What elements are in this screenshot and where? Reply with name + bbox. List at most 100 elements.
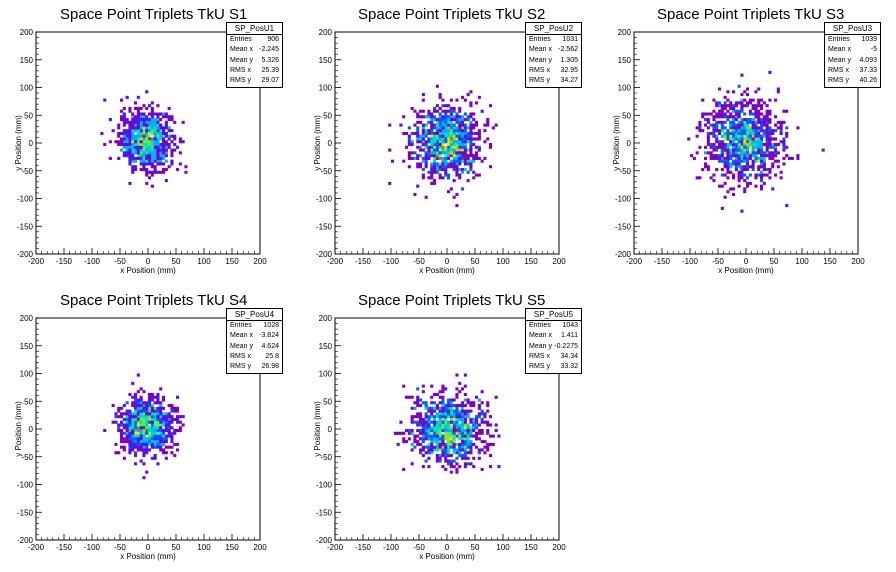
histogram-bin: [751, 98, 755, 102]
histogram-bin: [444, 423, 448, 427]
histogram-bin: [455, 409, 459, 413]
histogram-bin: [433, 126, 437, 130]
histogram-bin: [438, 395, 442, 399]
histogram-bin: [438, 409, 442, 413]
histogram-bin: [737, 120, 741, 124]
histogram-bin: [444, 431, 448, 435]
x-tick-label: -100: [682, 257, 699, 266]
histogram-bin: [150, 398, 154, 402]
histogram-bin: [388, 148, 392, 152]
histogram-bin: [156, 395, 160, 399]
histogram-bin: [469, 462, 473, 466]
histogram-bin: [142, 448, 146, 452]
y-tick-label: 200: [319, 28, 333, 37]
histogram-bin: [122, 437, 126, 441]
histogram-bin: [469, 129, 473, 133]
histogram-bin: [768, 109, 772, 113]
y-tick-label: -100: [17, 481, 34, 490]
histogram-bin: [458, 412, 462, 416]
x-tick-label: 0: [445, 543, 450, 552]
histogram-bin: [139, 126, 143, 130]
stats-row-rms-y: RMS y 33.32: [529, 363, 578, 371]
histogram-bin: [430, 401, 434, 405]
histogram-bin: [430, 126, 434, 130]
histogram-bin: [416, 120, 420, 124]
histogram-bin: [117, 143, 121, 147]
histogram-bin: [131, 167, 135, 172]
histogram-bin: [150, 118, 154, 122]
histogram-bin: [128, 445, 132, 449]
histogram-bin: [461, 445, 465, 449]
histogram-bin: [472, 442, 476, 446]
y-tick-label: -100: [316, 195, 333, 204]
histogram-bin: [762, 101, 766, 105]
histogram-bin: [461, 134, 465, 138]
histogram-bin: [447, 401, 451, 405]
histogram-bin: [452, 423, 456, 427]
histogram-bin: [167, 165, 171, 169]
stats-row-rms-x: RMS x 34.34: [529, 352, 578, 360]
histogram-bin: [452, 465, 456, 469]
histogram-bin: [433, 134, 437, 138]
histogram-bin: [396, 442, 400, 446]
histogram-bin: [441, 104, 445, 108]
histogram-bin: [120, 423, 124, 427]
histogram-bin: [413, 434, 417, 438]
histogram-bin: [477, 145, 481, 149]
histogram-bin: [416, 131, 420, 135]
histogram-bin: [726, 131, 730, 135]
histogram-bin: [441, 406, 445, 410]
x-tick-label: 50: [172, 543, 181, 552]
x-tick-label: 200: [552, 257, 566, 266]
histogram-bin: [441, 448, 445, 452]
histogram-bin: [723, 137, 727, 141]
histogram-bin: [441, 118, 445, 122]
histogram-bin: [469, 137, 473, 141]
histogram-bin: [709, 112, 713, 116]
histogram-bin: [125, 415, 129, 419]
histogram-bin: [469, 434, 473, 438]
histogram-bin: [723, 95, 727, 99]
y-tick-label: 150: [319, 342, 333, 351]
histogram-bin: [486, 423, 490, 427]
histogram-bin: [159, 412, 163, 416]
histogram-bin: [435, 420, 439, 424]
histogram-bin: [128, 448, 132, 452]
histogram-bin: [712, 98, 716, 102]
histogram-bin: [444, 104, 448, 108]
histogram-bin: [441, 156, 445, 160]
histogram-bin: [125, 148, 129, 152]
y-axis-label: y Position (mm): [313, 115, 322, 171]
histogram-bin: [156, 415, 160, 419]
histogram-bin: [715, 104, 719, 108]
histogram-bin: [458, 423, 462, 427]
histogram-bin: [170, 451, 174, 455]
histogram-bin: [737, 165, 741, 169]
histogram-bin: [458, 465, 462, 469]
histogram-bin: [757, 112, 761, 116]
y-axis-label: y Position (mm): [313, 401, 322, 457]
histogram-bins: [388, 84, 498, 208]
histogram-bin: [455, 170, 459, 174]
histogram-bin: [156, 409, 160, 413]
histogram-bin: [774, 143, 778, 147]
histogram-bin: [413, 401, 417, 405]
histogram-bin: [785, 126, 789, 130]
histogram-bin: [159, 123, 163, 127]
histogram-bin: [430, 384, 434, 388]
histogram-bin: [122, 134, 126, 138]
histogram-bin: [748, 112, 752, 116]
histogram-bin: [477, 456, 481, 460]
histogram-bin: [452, 140, 456, 144]
histogram-bin: [729, 151, 733, 155]
histogram-bin: [746, 120, 750, 124]
histogram-bin: [452, 109, 456, 113]
histogram-bin: [134, 101, 138, 105]
histogram-bin: [435, 453, 439, 458]
x-tick-label: 100: [795, 257, 809, 266]
histogram-bin: [139, 401, 143, 405]
histogram-bin: [729, 140, 733, 144]
histogram-bin: [416, 154, 420, 158]
histogram-bin: [455, 173, 459, 177]
histogram-bin: [740, 159, 744, 163]
